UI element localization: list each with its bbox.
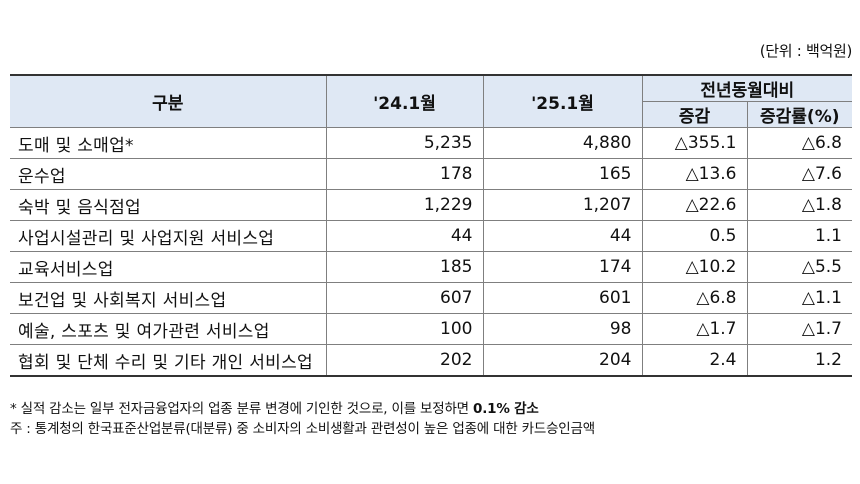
- unit-label: (단위 : 백억원): [759, 42, 853, 60]
- row-change: △22.6: [641, 189, 748, 221]
- row-category: 협회 및 단체 수리 및 기타 개인 서비스업: [10, 344, 327, 377]
- footnote-1: * 실적 감소는 일부 전자금융업자의 업종 분류 변경에 기인한 것으로, 이…: [10, 399, 595, 419]
- row-change: 0.5: [641, 220, 748, 252]
- row-category: 운수업: [10, 158, 327, 190]
- row-rate: △7.6: [746, 158, 852, 190]
- table-row: 도매 및 소매업* 5,235 4,880 △355.1 △6.8: [10, 127, 852, 159]
- row-category: 사업시설관리 및 사업지원 서비스업: [10, 220, 327, 252]
- footnote-1-text: * 실적 감소는 일부 전자금융업자의 업종 분류 변경에 기인한 것으로, 이…: [10, 401, 473, 417]
- row-value-2024: 1,229: [325, 189, 484, 221]
- row-change: △355.1: [641, 127, 748, 159]
- row-value-2024: 607: [325, 282, 484, 314]
- table-row: 교육서비스업 185 174 △10.2 △5.5: [10, 251, 852, 283]
- header-rate: 증감률(%): [746, 101, 852, 128]
- row-value-2025: 174: [482, 251, 643, 283]
- row-category: 예술, 스포츠 및 여가관련 서비스업: [10, 313, 327, 345]
- row-rate: △5.5: [746, 251, 852, 283]
- table-row: 보건업 및 사회복지 서비스업 607 601 △6.8 △1.1: [10, 282, 852, 314]
- row-value-2024: 44: [325, 220, 484, 252]
- row-value-2025: 1,207: [482, 189, 643, 221]
- table-row: 운수업 178 165 △13.6 △7.6: [10, 158, 852, 190]
- row-change: △6.8: [641, 282, 748, 314]
- row-value-2024: 185: [325, 251, 484, 283]
- table-row: 예술, 스포츠 및 여가관련 서비스업 100 98 △1.7 △1.7: [10, 313, 852, 345]
- row-value-2024: 5,235: [325, 127, 484, 159]
- header-col-2024: '24.1월: [325, 74, 484, 128]
- row-value-2025: 204: [482, 344, 643, 377]
- row-value-2025: 44: [482, 220, 643, 252]
- row-change: △10.2: [641, 251, 748, 283]
- row-category: 교육서비스업: [10, 251, 327, 283]
- table-header: 구분 '24.1월 '25.1월 전년동월대비 증감 증감률(%): [10, 74, 852, 128]
- row-category: 보건업 및 사회복지 서비스업: [10, 282, 327, 314]
- row-rate: △1.1: [746, 282, 852, 314]
- row-change: 2.4: [641, 344, 748, 377]
- card-approval-table: 구분 '24.1월 '25.1월 전년동월대비 증감 증감률(%) 도매 및 소…: [10, 74, 852, 377]
- footnote-2: 주 : 통계청의 한국표준산업분류(대분류) 중 소비자의 소비생활과 관련성이…: [10, 421, 595, 437]
- row-value-2024: 202: [325, 344, 484, 377]
- row-value-2025: 98: [482, 313, 643, 345]
- table-row: 협회 및 단체 수리 및 기타 개인 서비스업 202 204 2.4 1.2: [10, 344, 852, 377]
- row-value-2025: 601: [482, 282, 643, 314]
- row-category: 숙박 및 음식점업: [10, 189, 327, 221]
- header-yoy-group: 전년동월대비: [641, 74, 852, 102]
- row-rate: 1.2: [746, 344, 852, 377]
- row-category: 도매 및 소매업*: [10, 127, 327, 159]
- row-change: △13.6: [641, 158, 748, 190]
- row-value-2025: 165: [482, 158, 643, 190]
- row-rate: 1.1: [746, 220, 852, 252]
- row-value-2024: 178: [325, 158, 484, 190]
- row-value-2024: 100: [325, 313, 484, 345]
- row-value-2025: 4,880: [482, 127, 643, 159]
- row-rate: △1.7: [746, 313, 852, 345]
- footnote-1-bold: 0.1% 감소: [473, 401, 539, 417]
- row-rate: △1.8: [746, 189, 852, 221]
- header-change: 증감: [642, 101, 748, 128]
- footnotes: * 실적 감소는 일부 전자금융업자의 업종 분류 변경에 기인한 것으로, 이…: [10, 399, 595, 439]
- table-row: 사업시설관리 및 사업지원 서비스업 44 44 0.5 1.1: [10, 220, 852, 252]
- table-body: 도매 및 소매업* 5,235 4,880 △355.1 △6.8 운수업 178 165 △1…: [10, 127, 852, 377]
- row-rate: △6.8: [746, 127, 852, 159]
- header-col-2025: '25.1월: [482, 74, 643, 128]
- table-row: 숙박 및 음식점업 1,229 1,207 △22.6 △1.8: [10, 189, 852, 221]
- row-change: △1.7: [641, 313, 748, 345]
- header-category: 구분: [10, 74, 327, 128]
